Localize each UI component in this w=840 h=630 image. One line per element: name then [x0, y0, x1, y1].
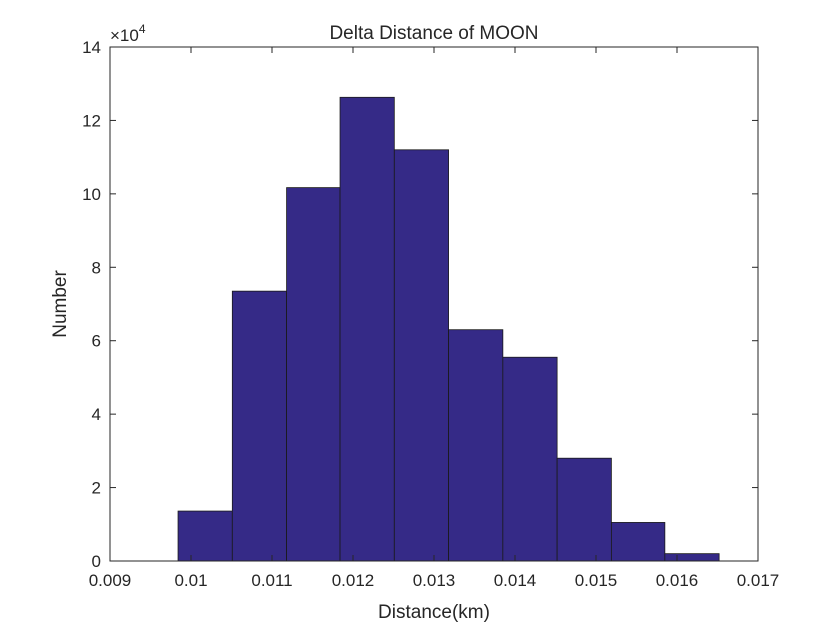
y-tick-label: 2 [92, 479, 101, 498]
y-tick-label: 8 [92, 258, 101, 277]
histogram-bar [556, 457, 612, 562]
histogram-bar [502, 356, 558, 562]
y-tick-label: 4 [92, 405, 101, 424]
x-tick-label: 0.017 [737, 571, 780, 590]
y-axis-exponent-base: ×10 [110, 26, 139, 45]
x-tick-label: 0.01 [174, 571, 207, 590]
y-axis-ticks: 0 2 4 6 8 10 12 14 [82, 38, 758, 571]
y-tick-label: 0 [92, 552, 101, 571]
histogram-bar [610, 522, 666, 562]
y-tick-label: 10 [82, 185, 101, 204]
histogram-bar [177, 510, 233, 562]
histogram-bar [448, 329, 504, 562]
x-tick-label: 0.016 [656, 571, 699, 590]
x-tick-label: 0.011 [251, 571, 292, 590]
x-tick-label: 0.014 [494, 571, 537, 590]
histogram-bar [231, 290, 287, 562]
y-tick-label: 14 [82, 38, 101, 57]
x-axis-label: Distance(km) [378, 602, 490, 623]
y-tick-label: 6 [92, 332, 101, 351]
x-axis-ticks: 0.009 0.01 0.011 0.012 0.013 0.014 0.015 0.016 0… [89, 47, 780, 590]
x-tick-label: 0.015 [575, 571, 618, 590]
x-tick-label: 0.012 [332, 571, 375, 590]
chart-title: Delta Distance of MOON [329, 23, 538, 44]
histogram-bar [286, 187, 341, 562]
bars-group [177, 96, 720, 562]
y-axis-exponent-power: 4 [139, 22, 146, 36]
histogram-bar [664, 553, 720, 562]
histogram-bar [339, 96, 395, 562]
y-axis-label: Number [50, 270, 71, 338]
y-axis-exponent: ×104 [110, 22, 146, 45]
x-tick-label: 0.009 [89, 571, 132, 590]
y-tick-label: 12 [82, 111, 101, 130]
histogram-bar [393, 149, 449, 562]
x-tick-label: 0.013 [413, 571, 456, 590]
